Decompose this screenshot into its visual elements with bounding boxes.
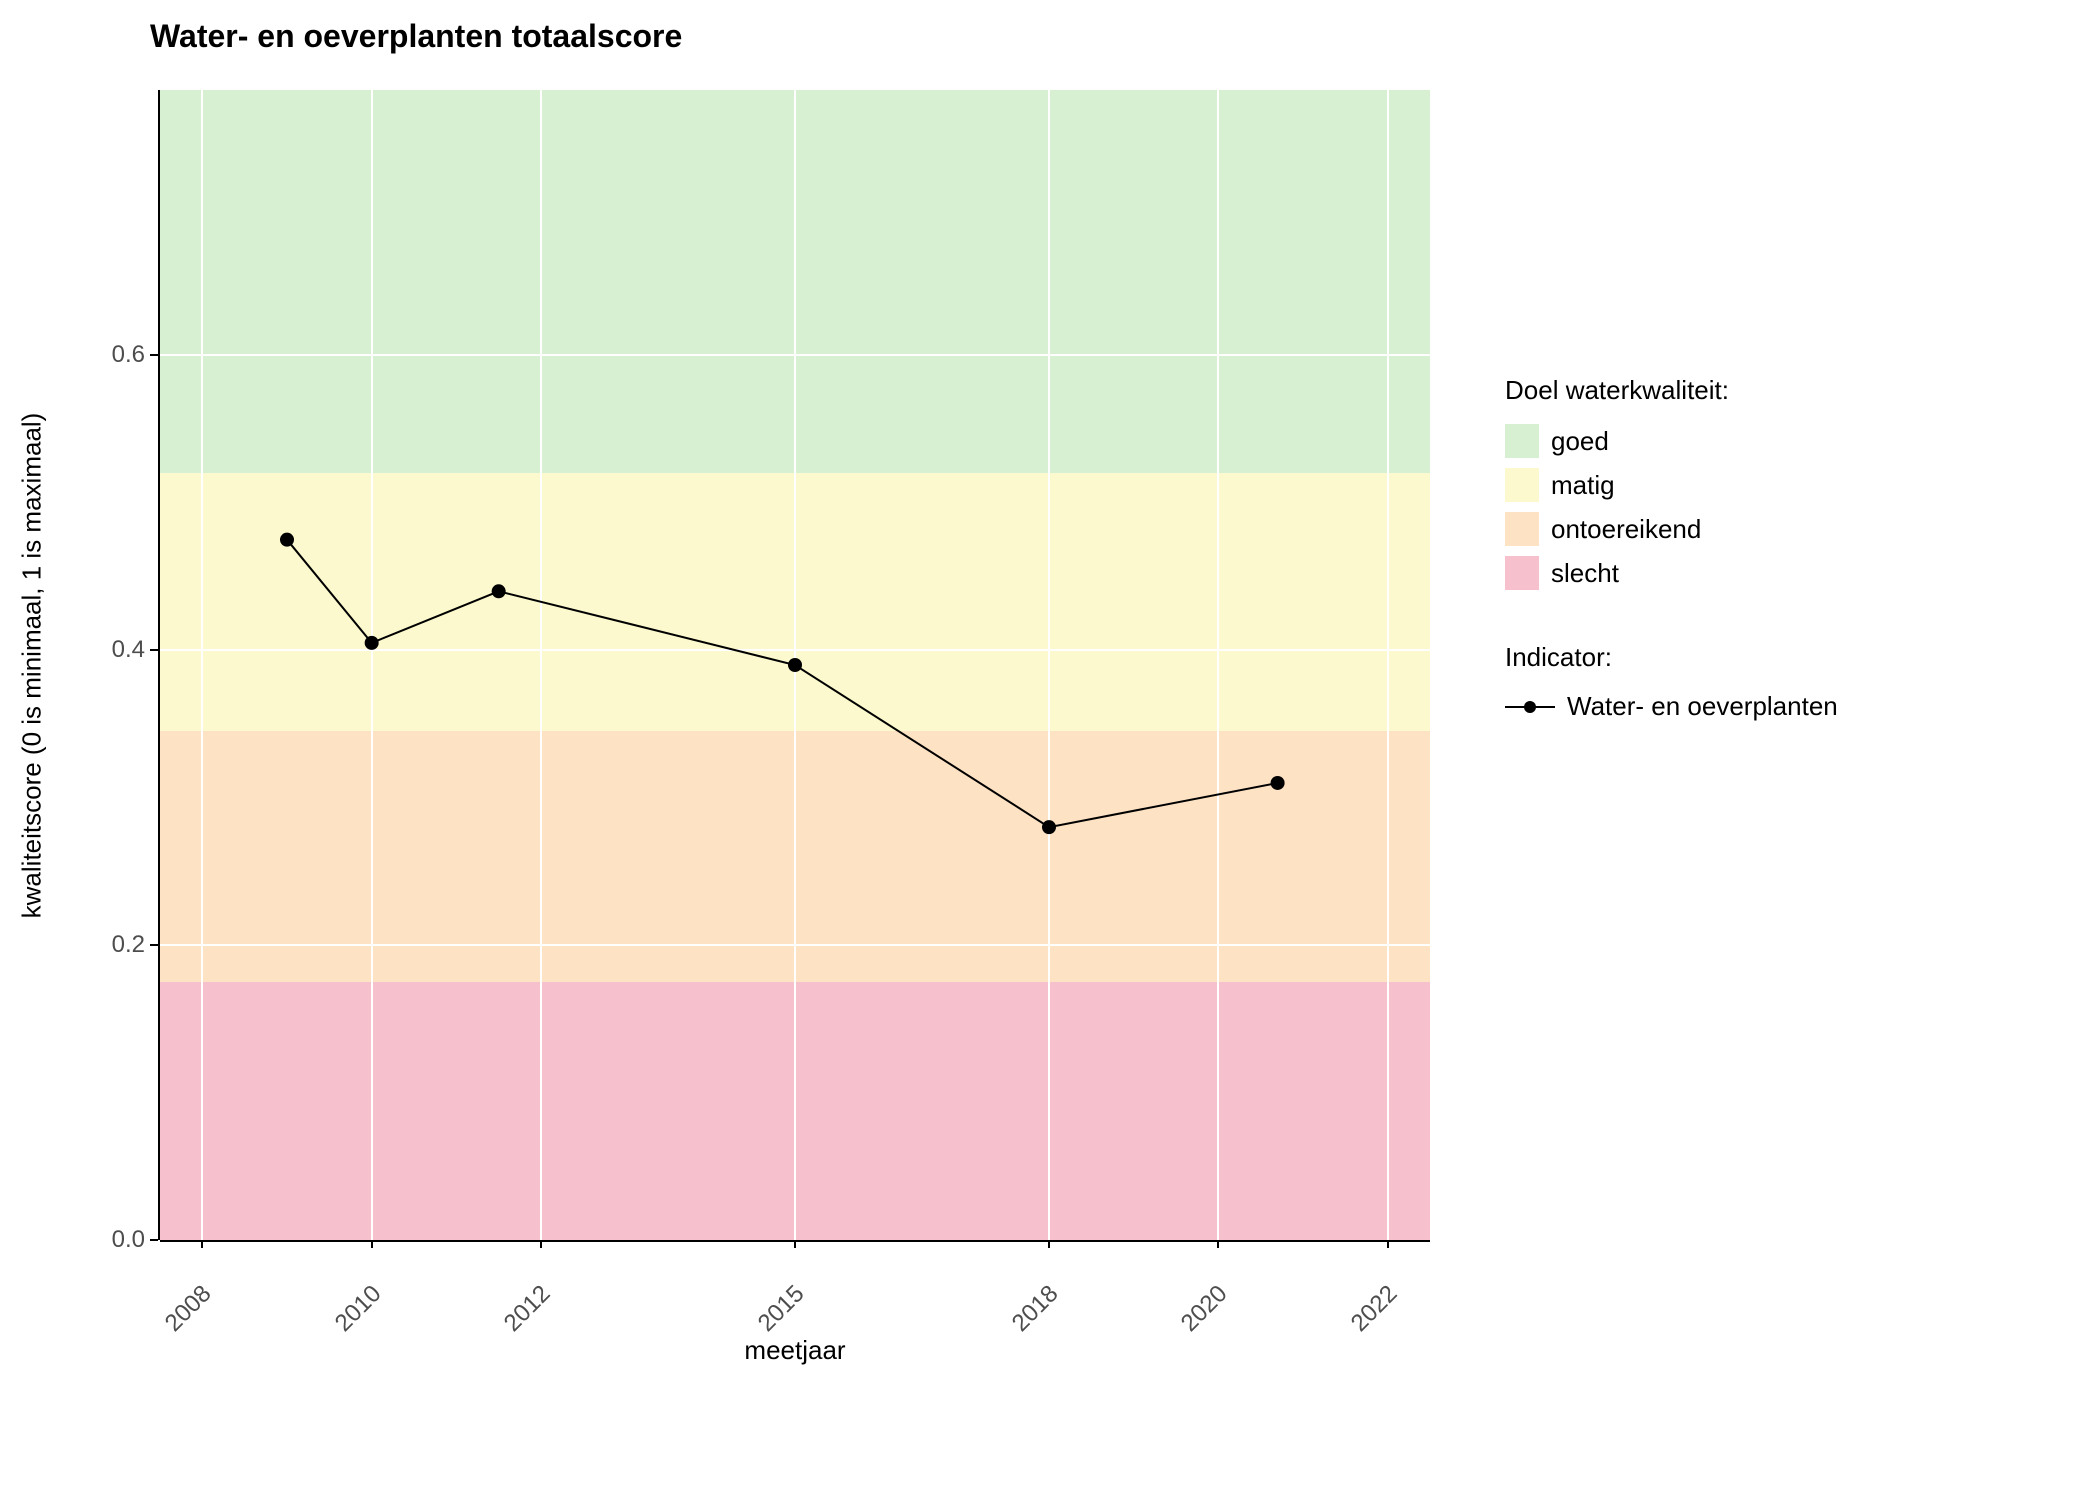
legend-item-label: slecht (1551, 558, 1619, 589)
x-tick-label: 2022 (1345, 1280, 1403, 1338)
legend-item-label: matig (1551, 470, 1615, 501)
legend-item: goed (1505, 424, 1838, 458)
legend-dot-icon (1524, 701, 1536, 713)
legend-item: slecht (1505, 556, 1838, 590)
series-marker (365, 636, 379, 650)
series-marker (1271, 776, 1285, 790)
x-tick-label: 2008 (160, 1280, 218, 1338)
y-tick-mark (150, 944, 158, 946)
x-tick-mark (201, 1240, 203, 1248)
y-axis-label: kwaliteitscore (0 is minimaal, 1 is maxi… (17, 91, 48, 1241)
x-tick-mark (794, 1240, 796, 1248)
y-tick-mark (150, 649, 158, 651)
series-line (287, 540, 1278, 828)
legend-indicator-item: Water- en oeverplanten (1505, 691, 1838, 722)
series-marker (1042, 820, 1056, 834)
legend-indicator-label: Water- en oeverplanten (1567, 691, 1838, 722)
plot-area (160, 90, 1430, 1240)
legend-item: ontoereikend (1505, 512, 1838, 546)
x-axis-label: meetjaar (695, 1335, 895, 1366)
legend: Doel waterkwaliteit: goed matig ontoereike… (1505, 375, 1838, 732)
y-tick-mark (150, 1239, 158, 1241)
x-tick-mark (1387, 1240, 1389, 1248)
x-tick-label: 2012 (499, 1280, 557, 1338)
legend-swatch-icon (1505, 424, 1539, 458)
x-tick-mark (540, 1240, 542, 1248)
y-tick-label: 0.0 (75, 1226, 145, 1254)
line-series (160, 90, 1430, 1240)
legend-item-label: goed (1551, 426, 1609, 457)
legend-swatch-icon (1505, 556, 1539, 590)
y-tick-label: 0.2 (75, 931, 145, 959)
legend-indicator-title: Indicator: (1505, 642, 1838, 673)
y-axis-line (158, 90, 160, 1240)
x-tick-mark (371, 1240, 373, 1248)
legend-quality-title: Doel waterkwaliteit: (1505, 375, 1838, 406)
chart-title: Water- en oeverplanten totaalscore (150, 18, 682, 55)
x-tick-mark (1048, 1240, 1050, 1248)
y-tick-label: 0.6 (75, 341, 145, 369)
series-marker (788, 658, 802, 672)
x-tick-mark (1217, 1240, 1219, 1248)
legend-item-label: ontoereikend (1551, 514, 1701, 545)
series-marker (492, 584, 506, 598)
legend-swatch-icon (1505, 468, 1539, 502)
legend-line-icon (1505, 706, 1555, 708)
legend-item: matig (1505, 468, 1838, 502)
x-tick-label: 2018 (1007, 1280, 1065, 1338)
y-tick-mark (150, 354, 158, 356)
y-tick-label: 0.4 (75, 636, 145, 664)
x-tick-label: 2010 (329, 1280, 387, 1338)
chart-container: Water- en oeverplanten totaalscore kwali… (0, 0, 2100, 1500)
x-tick-label: 2015 (753, 1280, 811, 1338)
legend-quality-items: goed matig ontoereikend slecht (1505, 424, 1838, 590)
legend-swatch-icon (1505, 512, 1539, 546)
x-tick-label: 2020 (1176, 1280, 1234, 1338)
series-marker (280, 533, 294, 547)
